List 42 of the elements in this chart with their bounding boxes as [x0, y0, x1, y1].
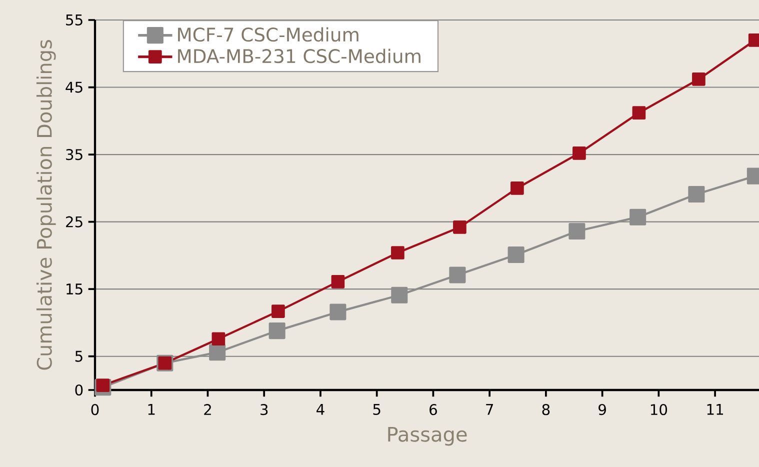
x-tick-label: 0 — [91, 404, 99, 416]
y-tick-label: 15 — [66, 284, 82, 295]
point — [508, 246, 524, 264]
x-tick-label: 2 — [204, 404, 211, 415]
legend-label: MCF-7 CSC-Medium — [178, 27, 358, 42]
y-tick-label: 5 — [75, 350, 82, 362]
x-tick-label: 10 — [650, 404, 668, 416]
x-tick-label: 9 — [598, 404, 606, 416]
legend-label: MDA-MB-231 CSC-Medium — [178, 48, 420, 64]
point — [688, 186, 705, 203]
point — [330, 304, 346, 320]
point — [449, 266, 466, 284]
y-axis-title: Cumulative Population Doublings — [36, 40, 56, 370]
x-tick-label: 7 — [486, 404, 493, 415]
point — [391, 286, 408, 304]
point — [209, 344, 226, 361]
x-tick-label: 4 — [316, 404, 324, 415]
y-tick-label: 35 — [66, 149, 82, 160]
point — [96, 378, 110, 392]
y-tick-label: 0 — [75, 384, 83, 396]
x-tick-label: 6 — [430, 404, 437, 416]
y-tick-label: 45 — [66, 82, 82, 93]
y-tick-label: 55 — [66, 14, 82, 26]
point — [272, 304, 285, 318]
point — [453, 220, 466, 234]
x-tick-label: 11 — [707, 404, 724, 415]
point — [391, 246, 404, 260]
x-tick-label: 3 — [260, 404, 268, 416]
y-tick-label: 25 — [66, 216, 82, 228]
point — [331, 275, 345, 288]
point — [572, 146, 586, 160]
point — [212, 332, 226, 346]
x-tick-label: 5 — [373, 404, 380, 415]
point — [630, 208, 646, 226]
x-axis-title: Passage — [388, 426, 467, 446]
point — [568, 222, 586, 240]
point — [510, 182, 524, 195]
point — [632, 106, 646, 120]
point — [268, 322, 286, 340]
x-tick-label: 1 — [148, 404, 155, 415]
x-tick-label: 8 — [542, 404, 550, 416]
point — [692, 72, 706, 86]
